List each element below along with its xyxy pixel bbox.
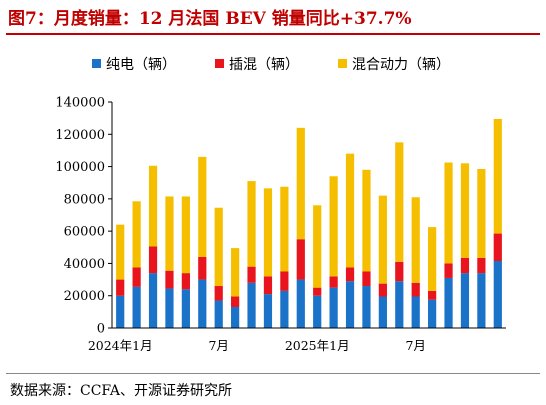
title-divider	[6, 33, 540, 35]
legend-swatch	[338, 59, 347, 68]
bar-segment-hev	[411, 197, 420, 283]
bar-segment-hev	[148, 165, 158, 247]
bar-segment-phev	[460, 257, 470, 274]
bar-segment-phev	[198, 256, 207, 280]
bar-segment-bev	[395, 281, 404, 328]
bar-segment-bev	[329, 287, 338, 328]
y-tick-label: 0	[97, 322, 105, 337]
y-tick-label: 20000	[64, 289, 105, 304]
bar-segment-bev	[460, 273, 470, 328]
bar-segment-hev	[214, 207, 223, 287]
y-tick-label: 120000	[55, 128, 105, 143]
legend-swatch	[215, 59, 224, 68]
bar-segment-bev	[411, 296, 420, 328]
bar-segment-phev	[181, 273, 190, 290]
bar-segment-phev	[231, 296, 240, 308]
bar-segment-phev	[378, 283, 387, 297]
bar-segment-hev	[395, 142, 404, 262]
bar-segment-hev	[116, 224, 125, 280]
bar-segment-bev	[428, 299, 437, 328]
y-tick-label: 100000	[55, 160, 105, 175]
bar-segment-hev	[198, 156, 207, 257]
bar-segment-phev	[493, 233, 502, 262]
bar-segment-phev	[329, 276, 338, 288]
bar-segment-phev	[411, 282, 420, 297]
bar-segment-bev	[132, 286, 141, 328]
bar-segment-bev	[313, 295, 322, 328]
x-tick-label: 2024年1月	[88, 338, 153, 353]
y-tick-label: 40000	[64, 257, 105, 272]
bar-segment-bev	[214, 300, 223, 328]
bar-segment-bev	[477, 273, 486, 328]
bar-segment-phev	[148, 246, 158, 274]
bar-segment-bev	[181, 289, 190, 328]
bar-segment-hev	[263, 188, 273, 277]
bar-segment-hev	[362, 169, 371, 272]
x-tick-label: 2025年1月	[285, 338, 350, 353]
y-tick-label: 60000	[64, 225, 105, 240]
bar-segment-phev	[132, 267, 141, 287]
bar-segment-phev	[214, 286, 223, 301]
bar-segment-hev	[329, 176, 338, 277]
bar-segment-hev	[231, 248, 240, 297]
bar-segment-hev	[345, 153, 355, 268]
bar-segment-bev	[362, 286, 371, 328]
bar-segment-bev	[345, 281, 355, 328]
bar-segment-hev	[181, 196, 190, 274]
y-axis: 0 20000 40000 60000 80000 100000 120000 140000	[55, 96, 113, 337]
footer-divider	[6, 373, 540, 374]
bar-series	[116, 118, 502, 328]
chart-legend: 纯电（辆） 插混（辆） 混合动力（辆）	[92, 57, 450, 73]
bar-segment-hev	[280, 186, 289, 272]
bar-segment-phev	[165, 270, 174, 289]
bar-segment-bev	[378, 296, 387, 328]
legend-label: 插混（辆）	[229, 57, 299, 73]
source-note: 数据来源：CCFA、开源证券研究所	[10, 383, 233, 399]
bar-segment-phev	[280, 271, 289, 291]
bar-segment-phev	[247, 266, 256, 283]
bar-segment-phev	[116, 279, 125, 296]
bar-segment-phev	[477, 257, 486, 274]
bar-segment-hev	[477, 168, 486, 258]
bar-segment-hev	[493, 118, 502, 234]
bar-segment-hev	[460, 163, 470, 258]
legend-label: 混合动力（辆）	[352, 57, 450, 73]
bar-segment-hev	[444, 162, 453, 264]
bar-segment-hev	[247, 181, 256, 267]
bar-segment-bev	[493, 261, 502, 328]
bar-segment-phev	[395, 261, 404, 282]
bar-segment-hev	[313, 205, 322, 288]
x-tick-label: 7月	[405, 338, 425, 353]
bar-segment-bev	[444, 277, 453, 328]
bar-segment-bev	[116, 295, 125, 328]
bar-segment-bev	[296, 279, 305, 328]
x-tick-label: 7月	[208, 338, 228, 353]
bar-segment-hev	[132, 201, 141, 268]
bar-segment-phev	[362, 271, 371, 287]
y-tick-label: 140000	[55, 96, 105, 111]
bar-segment-bev	[198, 279, 207, 328]
stacked-bar-chart: 纯电（辆） 插混（辆） 混合动力（辆） 0 20000 40000 60000 80000 1…	[55, 57, 506, 353]
bar-segment-phev	[345, 267, 355, 282]
y-tick-label: 80000	[64, 192, 105, 207]
bar-segment-phev	[444, 263, 453, 278]
bar-segment-phev	[428, 290, 437, 300]
bar-segment-bev	[247, 282, 256, 328]
bar-segment-hev	[165, 196, 174, 271]
x-axis: 2024年1月 7月 2025年1月 7月	[88, 327, 506, 353]
bar-segment-bev	[263, 294, 273, 328]
bar-segment-hev	[428, 227, 437, 291]
bar-segment-hev	[296, 127, 305, 240]
bar-segment-phev	[313, 287, 322, 296]
bar-segment-hev	[378, 195, 387, 284]
bar-segment-bev	[148, 273, 158, 328]
legend-label: 纯电（辆）	[106, 57, 176, 73]
legend-swatch	[92, 59, 101, 68]
chart-title: 图7：月度销量：12 月法国 BEV 销量同比+37.7%	[8, 9, 412, 29]
bar-segment-phev	[263, 276, 273, 295]
bar-segment-bev	[231, 307, 240, 328]
bar-segment-bev	[280, 290, 289, 328]
bar-segment-bev	[165, 288, 174, 328]
bar-segment-phev	[296, 239, 305, 280]
